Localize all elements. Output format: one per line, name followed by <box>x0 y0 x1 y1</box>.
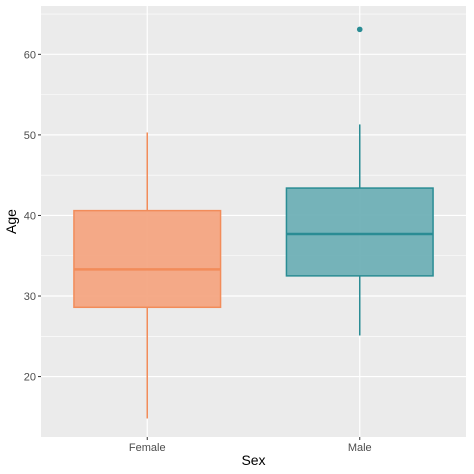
x-tick-label: Male <box>348 442 372 454</box>
box-female <box>73 132 222 419</box>
outlier-point <box>356 26 363 33</box>
y-tick-label: 60 <box>24 49 36 61</box>
box-layer <box>73 26 434 419</box>
iqr-box <box>285 187 434 277</box>
y-tick-label: 50 <box>24 130 36 142</box>
box-male <box>285 26 434 336</box>
y-tick-label: 20 <box>24 372 36 384</box>
x-axis-title: Sex <box>241 452 265 468</box>
y-tick-label: 30 <box>24 291 36 303</box>
x-tick-label: Female <box>129 442 166 454</box>
y-axis-title: Age <box>3 209 19 234</box>
iqr-box <box>73 209 222 309</box>
x-axis-ticks: Female Male <box>129 437 372 454</box>
y-axis-ticks: 20 30 40 50 60 <box>24 49 41 384</box>
y-tick-label: 40 <box>24 210 36 222</box>
